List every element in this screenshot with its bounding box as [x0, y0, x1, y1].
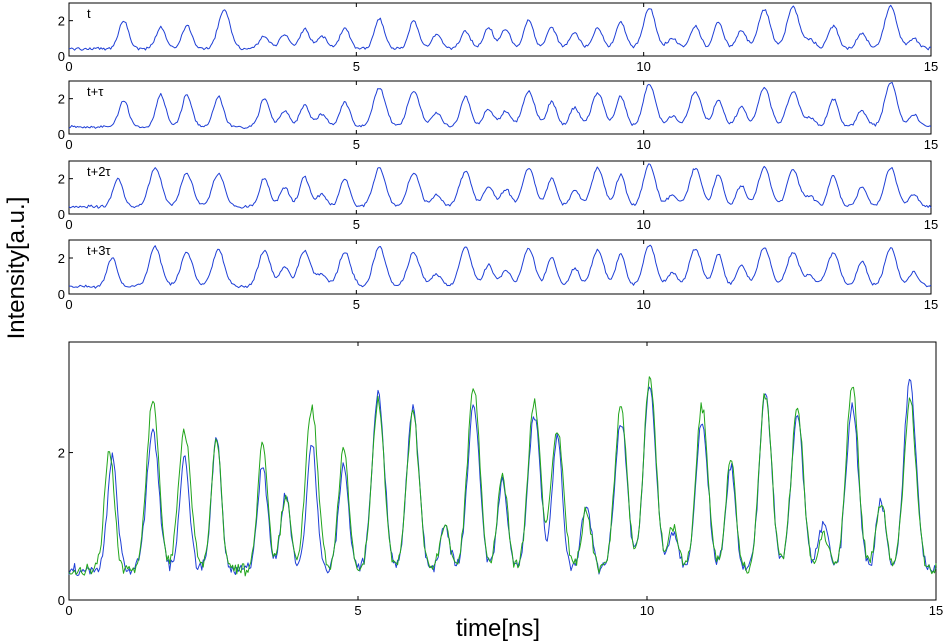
series-line-1 [68, 81, 932, 129]
x-tick-label: 10 [640, 603, 654, 618]
y-tick-label: 2 [58, 14, 65, 29]
x-tick-label: 5 [354, 603, 361, 618]
series-line-1 [68, 163, 932, 209]
panel-label: t+3τ [87, 243, 111, 258]
plot-frame [68, 2, 932, 57]
y-tick-label: 0 [58, 593, 65, 608]
x-tick-label: 5 [353, 59, 360, 74]
x-tick-label: 5 [353, 297, 360, 312]
panel-4: 0 5 10 15 0 2 t+3τ [58, 239, 938, 312]
x-tick-label: 15 [929, 603, 943, 618]
x-axis-title: time[ns] [456, 615, 540, 642]
y-tick-label: 0 [58, 49, 65, 64]
y-tick-label: 0 [58, 207, 65, 222]
y-tick-label: 2 [58, 172, 65, 187]
y-tick-label: 2 [58, 92, 65, 107]
x-tick-label: 15 [924, 137, 938, 152]
x-tick-label: 5 [353, 137, 360, 152]
plot-frame [68, 160, 932, 215]
plot-frame [68, 239, 932, 295]
x-tick-label: 0 [65, 137, 72, 152]
y-tick-label: 2 [58, 446, 65, 461]
y-tick-label: 0 [58, 287, 65, 302]
series-line-1 [68, 4, 932, 51]
x-tick-label: 10 [636, 297, 650, 312]
x-tick-label: 15 [924, 297, 938, 312]
x-tick-label: 5 [353, 217, 360, 232]
panel-5: 0 5 10 15 0 2 [58, 341, 943, 618]
x-tick-label: 10 [636, 137, 650, 152]
x-tick-label: 0 [65, 603, 72, 618]
panel-1: 0 5 10 15 0 2 t [58, 2, 938, 74]
x-tick-label: 0 [65, 59, 72, 74]
x-tick-label: 15 [924, 59, 938, 74]
plot-frame [68, 80, 932, 135]
x-tick-label: 0 [65, 217, 72, 232]
x-tick-label: 15 [924, 217, 938, 232]
panel-3: 0 5 10 15 0 2 t+2τ [58, 160, 938, 232]
series-line-1 [68, 244, 932, 289]
panel-label: t [87, 6, 91, 21]
series-line-2 [68, 376, 937, 577]
y-axis-title: Intensity[a.u.] [3, 197, 30, 340]
panel-label: t+τ [87, 84, 104, 99]
plot-frame [68, 341, 937, 601]
y-tick-label: 0 [58, 127, 65, 142]
x-tick-label: 10 [636, 217, 650, 232]
x-tick-label: 0 [65, 297, 72, 312]
y-tick-label: 2 [58, 251, 65, 266]
x-tick-label: 10 [636, 59, 650, 74]
panels-group: 0 5 10 15 0 2 t 0 5 10 15 0 2 t+τ 0 5 10 15 0 2 t+2τ 0 5 10 15 0 2… [58, 2, 943, 618]
series-line-1 [68, 378, 937, 576]
panel-label: t+2τ [87, 164, 111, 179]
panel-2: 0 5 10 15 0 2 t+τ [58, 80, 938, 152]
